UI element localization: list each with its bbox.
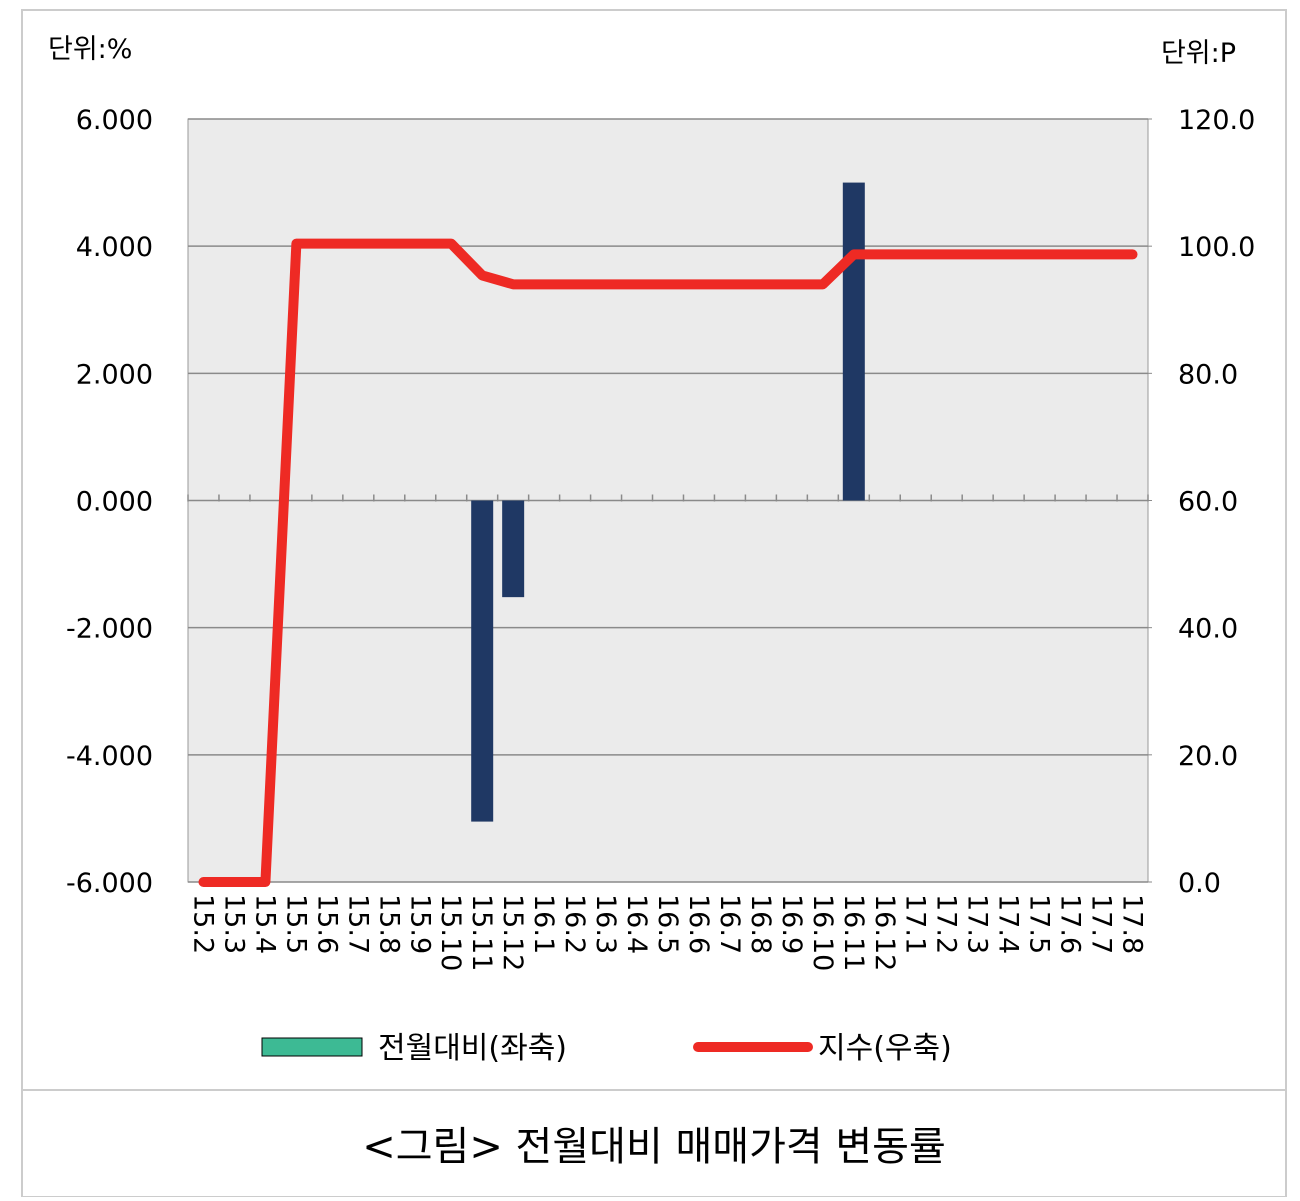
y-tick-label: 6.000: [76, 105, 153, 136]
y2-tick-label: 40.0: [1178, 614, 1238, 645]
y-tick-label: -6.000: [66, 868, 153, 899]
x-tick-label: 17.8: [1117, 894, 1148, 954]
x-tick-label: 16.12: [869, 894, 900, 971]
x-tick-label: 16.11: [838, 894, 869, 971]
x-tick-label: 15.3: [218, 894, 249, 954]
x-tick-label: 16.3: [590, 894, 621, 954]
legend-label: 지수(우축): [818, 1031, 952, 1066]
x-tick-label: 15.12: [497, 894, 528, 971]
bar: [471, 500, 494, 822]
y-tick-label: 0.000: [76, 487, 153, 518]
y2-tick-label: 60.0: [1178, 487, 1238, 518]
caption: <그림> 전월대비 매매가격 변동률: [362, 1124, 946, 1170]
x-tick-label: 16.1: [528, 894, 559, 954]
bar: [842, 182, 865, 501]
legend-label: 전월대비(좌축): [378, 1031, 567, 1066]
x-tick-label: 17.2: [931, 894, 962, 954]
x-tick-label: 17.1: [900, 894, 931, 954]
x-tick-label: 16.5: [652, 894, 683, 954]
bar: [502, 500, 525, 598]
y2-unit: 단위:P: [1161, 38, 1236, 69]
x-tick-label: 15.11: [466, 894, 497, 971]
x-tick-label: 15.2: [187, 894, 218, 954]
x-tick-label: 15.5: [280, 894, 311, 954]
x-tick-label: 16.8: [745, 894, 776, 954]
y2-tick-label: 120.0: [1178, 105, 1255, 136]
caption-frame: [21, 1089, 1287, 1198]
line: [198, 238, 1138, 887]
x-tick-label: 15.8: [373, 894, 404, 954]
y-tick-label: 2.000: [76, 359, 153, 390]
x-tick-label: 17.7: [1086, 894, 1117, 954]
x-tick-label: 15.6: [311, 894, 342, 954]
y2-tick-label: 100.0: [1178, 232, 1255, 263]
x-tick-label: 16.7: [714, 894, 745, 954]
x-tick-label: 17.5: [1024, 894, 1055, 954]
x-tick-label: 15.4: [249, 894, 280, 954]
x-tick-label: 16.4: [621, 894, 652, 954]
y2-tick-label: 20.0: [1178, 741, 1238, 772]
x-tick-label: 16.2: [559, 894, 590, 954]
y-unit: 단위:%: [48, 34, 132, 65]
legend-swatch: [261, 1037, 363, 1057]
y2-tick-label: 80.0: [1178, 359, 1238, 390]
x-tick-label: 16.9: [776, 894, 807, 954]
x-tick-label: 15.7: [342, 894, 373, 954]
y-tick-label: 4.000: [76, 232, 153, 263]
x-tick-label: 15.9: [404, 894, 435, 954]
x-tick-label: 17.6: [1055, 894, 1086, 954]
x-tick-label: 17.3: [962, 894, 993, 954]
x-tick-label: 15.10: [435, 894, 466, 971]
y2-tick-label: 0.0: [1178, 868, 1221, 899]
x-tick-label: 16.10: [807, 894, 838, 971]
x-tick-label: 17.4: [993, 894, 1024, 954]
y-tick-label: -2.000: [66, 614, 153, 645]
y-tick-label: -4.000: [66, 741, 153, 772]
x-tick-label: 16.6: [683, 894, 714, 954]
